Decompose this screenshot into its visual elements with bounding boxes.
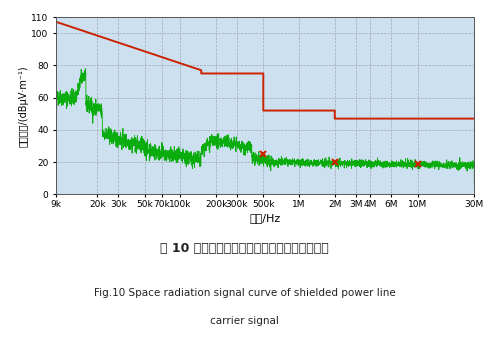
X-axis label: 频率/Hz: 频率/Hz <box>249 213 280 223</box>
Text: 图 10 电力线载波信号屏蔽后空间辐射信号曲线: 图 10 电力线载波信号屏蔽后空间辐射信号曲线 <box>160 242 328 255</box>
Text: carrier signal: carrier signal <box>210 315 278 326</box>
Text: Fig.10 Space radiation signal curve of shielded power line: Fig.10 Space radiation signal curve of s… <box>93 288 395 298</box>
Y-axis label: 电场强度/(dBμV·m⁻¹): 电场强度/(dBμV·m⁻¹) <box>19 65 28 147</box>
